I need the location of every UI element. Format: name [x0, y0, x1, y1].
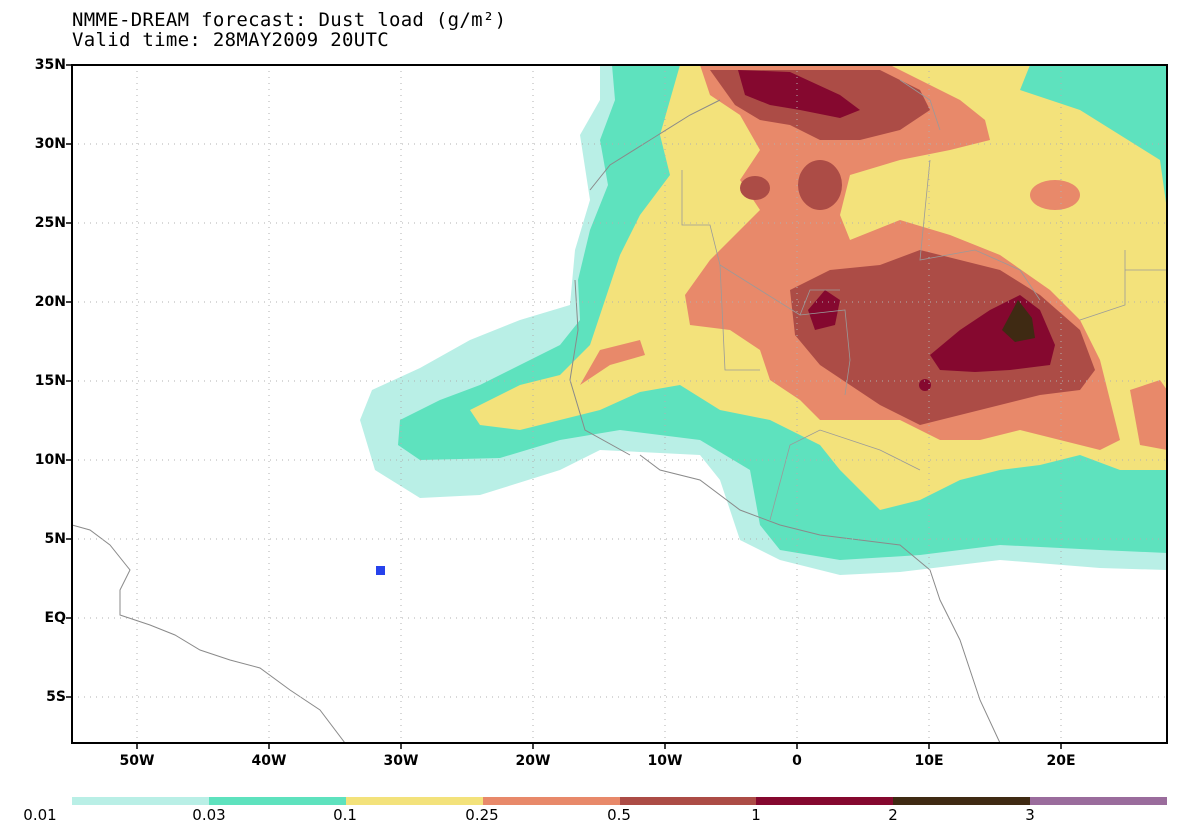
dust-band-0.5-center: [790, 250, 1095, 425]
lat-label-15n: 15N: [34, 373, 66, 389]
axis-ticks: [66, 64, 1062, 749]
colorbar-label: 1: [751, 806, 761, 824]
lat-label-eq: EQ: [44, 610, 66, 626]
colorbar-segment: [208, 797, 346, 805]
lat-label-20n: 20N: [34, 294, 66, 310]
colorbar-label: 0.25: [465, 806, 499, 824]
lon-label-40w: 40W: [251, 753, 287, 769]
lat-label-10n: 10N: [34, 452, 66, 468]
grid: [72, 65, 1167, 743]
dust-band-1-west: [808, 290, 840, 330]
lon-label-0: 0: [792, 753, 802, 769]
station-marker: [376, 566, 385, 575]
dust-band-2: [1002, 300, 1035, 342]
colorbar-segment: [619, 797, 757, 805]
lat-label-25n: 25N: [34, 215, 66, 231]
lat-label-5s: 5S: [46, 689, 66, 705]
colorbar-label: 0.5: [607, 806, 631, 824]
country-borders: [681, 79, 1167, 521]
dust-band-0.25-patch: [1030, 180, 1080, 210]
dust-band-1: [738, 70, 860, 118]
valid-time: Valid time: 28MAY2009 20UTC: [72, 29, 389, 51]
lat-label-35n: 35N: [34, 57, 66, 73]
lon-label-20e: 20E: [1046, 753, 1076, 769]
chart-title: NMME-DREAM forecast: Dust load (g/m²): [72, 9, 507, 31]
colorbar-segment: [893, 797, 1031, 805]
colorbar-label: 0.1: [333, 806, 357, 824]
lon-label-20w: 20W: [515, 753, 551, 769]
dust-band-0.25-east: [1130, 380, 1167, 450]
colorbar-label: 0.03: [192, 806, 226, 824]
lat-label-5n: 5N: [44, 531, 66, 547]
lon-label-10e: 10E: [914, 753, 944, 769]
colorbar-segment: [1030, 797, 1167, 805]
colorbar: [72, 797, 1167, 805]
dust-band-1-dot: [919, 379, 931, 391]
lon-label-10w: 10W: [647, 753, 683, 769]
lat-label-30n: 30N: [34, 136, 66, 152]
colorbar-segment: [72, 797, 209, 805]
colorbar-label: 2: [888, 806, 898, 824]
dust-band-0.5-patch: [798, 160, 842, 210]
lon-label-50w: 50W: [119, 753, 155, 769]
colorbar-label: 0.01: [23, 806, 57, 824]
plot-frame: [71, 64, 1168, 744]
colorbar-label: 3: [1025, 806, 1035, 824]
colorbar-segment: [756, 797, 894, 805]
lon-label-30w: 30W: [383, 753, 419, 769]
dust-band-0.25-west: [580, 340, 645, 385]
colorbar-segment: [345, 797, 483, 805]
dust-band-0.5-patch2: [740, 176, 770, 200]
colorbar-segment: [482, 797, 620, 805]
coastlines: [72, 99, 1001, 743]
